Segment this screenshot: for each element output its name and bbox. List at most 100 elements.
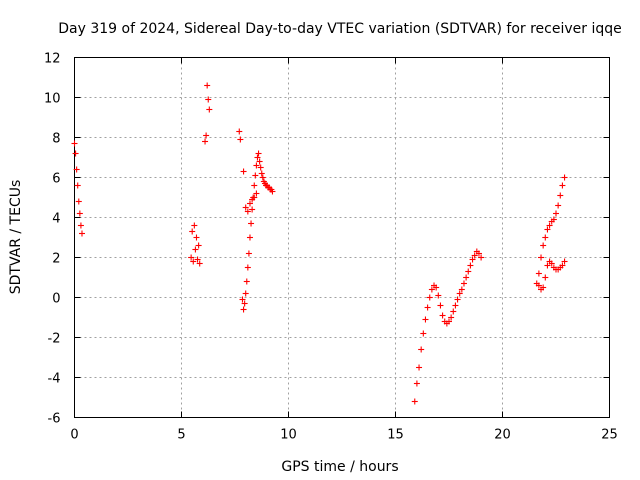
x-tick-label: 20 [494,428,511,443]
data-point [475,250,482,257]
data-point [544,262,551,269]
data-point [465,268,472,275]
data-point [71,140,78,147]
y-tick-label: -4 [48,372,61,387]
data-point [433,284,440,291]
data-point [538,254,545,261]
data-point [561,174,568,181]
y-tick-label: 0 [52,292,60,307]
data-point [546,222,553,229]
data-point [458,286,465,293]
data-point [454,296,461,303]
data-point [416,364,423,371]
data-point [542,234,549,241]
data-point [460,280,467,287]
data-point [471,252,478,259]
data-point [269,188,276,195]
data-point [236,128,243,135]
data-point [241,300,248,307]
data-point [251,182,258,189]
data-point [542,274,549,281]
data-point [205,96,212,103]
data-point [254,154,261,161]
y-tick-label: 10 [44,92,61,107]
data-point [553,210,559,217]
data-point [248,220,255,227]
data-point [544,226,551,233]
x-tick-label: 0 [70,428,78,443]
data-point [78,230,85,237]
data-point [192,246,199,253]
data-point [242,204,249,211]
data-point [73,166,80,173]
data-point [413,380,420,387]
data-point [242,290,249,297]
data-point [77,222,84,229]
x-tick-label: 25 [601,428,618,443]
x-axis-label: GPS time / hours [281,459,398,475]
data-point [424,304,431,311]
data-point [196,260,203,267]
data-points [71,82,568,405]
data-point [243,278,250,285]
data-point [540,242,547,249]
data-point [191,222,198,229]
y-tick-label: 8 [52,132,60,147]
data-point [428,286,435,293]
y-tick-label: -2 [48,332,61,347]
data-point [422,316,429,323]
grid-lines [74,57,610,418]
y-axis-label: SDTVAR / TECUs [8,180,24,295]
data-point [437,302,444,309]
data-point [535,282,542,289]
data-point [469,256,476,263]
data-point [253,190,260,197]
data-point [206,106,213,113]
data-point [244,208,251,215]
data-point [411,398,418,405]
data-point [249,206,256,213]
x-tick-label: 15 [387,428,404,443]
data-point [478,254,485,261]
plot-frame [74,57,610,418]
data-point [246,200,253,207]
data-point [189,228,196,235]
data-point [253,162,260,169]
data-point [550,216,557,223]
axis-ticks: 0 5 10 15 20 25 -6 -4 -2 0 2 4 6 8 10 12 [44,52,618,443]
data-point [259,174,266,181]
data-point [255,150,262,157]
data-point [190,258,197,265]
chart-title: Day 319 of 2024, Sidereal Day-to-day VTE… [58,21,622,37]
data-point [195,242,202,249]
data-point [245,250,252,257]
data-point [463,274,470,281]
data-point [204,82,211,89]
data-point [561,258,568,265]
data-point [535,270,542,277]
data-point [559,262,566,269]
data-point [420,330,427,337]
data-point [555,202,562,209]
x-tick-label: 10 [280,428,297,443]
data-point [76,210,83,217]
data-point [74,182,81,189]
y-tick-label: 2 [52,252,60,267]
data-point [452,302,459,309]
data-point [456,290,463,297]
data-point [75,198,82,205]
y-tick-label: 4 [52,212,60,227]
data-point [257,164,264,171]
data-point [557,192,564,199]
data-point [256,158,263,165]
data-point [548,260,555,267]
data-point [450,308,457,315]
data-point [239,296,246,303]
y-tick-label: 6 [52,172,60,187]
data-point [446,318,452,325]
data-point [237,136,244,143]
data-point [435,292,442,299]
data-point [439,312,446,319]
data-point [467,262,474,269]
data-point [203,132,210,139]
